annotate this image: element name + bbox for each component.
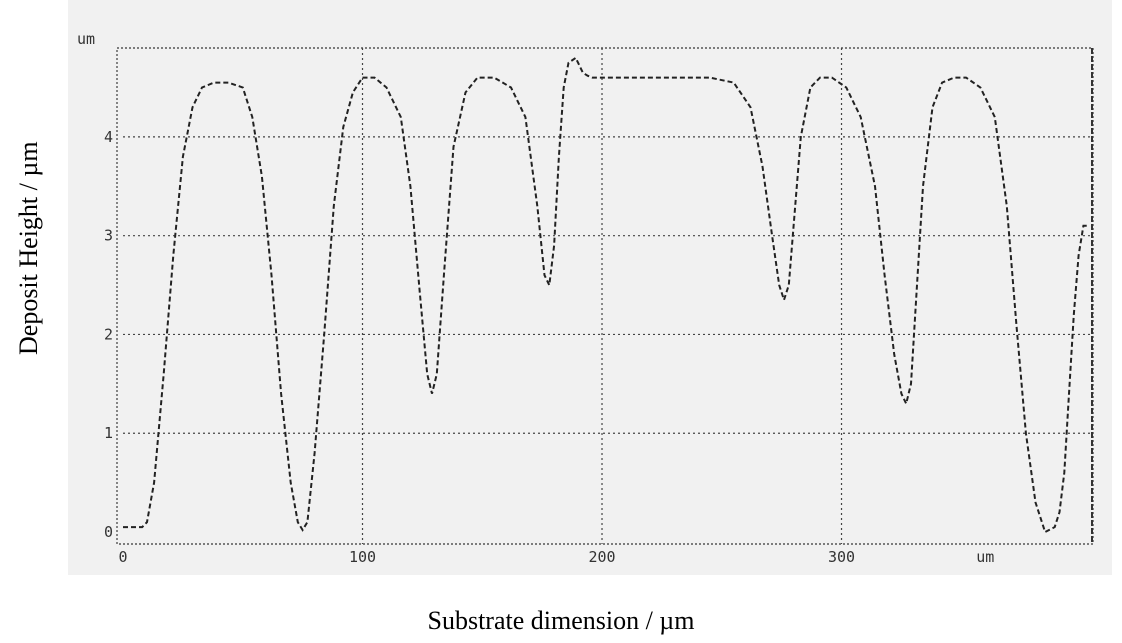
data-trace: [123, 56, 1089, 534]
x-unit-tag: um: [976, 548, 994, 566]
y-tick-label: 0: [104, 523, 113, 541]
tick-labels: 0 1 2 3 4 0 100 200 300 um um: [77, 30, 994, 566]
x-tick-label: 100: [349, 548, 376, 566]
x-tick-label: 200: [588, 548, 615, 566]
y-tick-label: 1: [104, 424, 113, 442]
x-axis-label: Substrate dimension / µm: [427, 606, 695, 635]
y-tick-label: 4: [104, 128, 113, 146]
y-axis-label: Deposit Height / µm: [14, 141, 43, 355]
plot-border: [116, 47, 1094, 545]
plot-frame: [116, 47, 1094, 545]
y-tick-label: 3: [104, 227, 113, 245]
grid-lines: [123, 48, 1093, 544]
y-unit-tag: um: [77, 30, 95, 48]
y-tick-label: 2: [104, 325, 113, 343]
x-tick-label: 300: [828, 548, 855, 566]
x-tick-label: 0: [118, 548, 127, 566]
profile-line: [123, 56, 1089, 534]
